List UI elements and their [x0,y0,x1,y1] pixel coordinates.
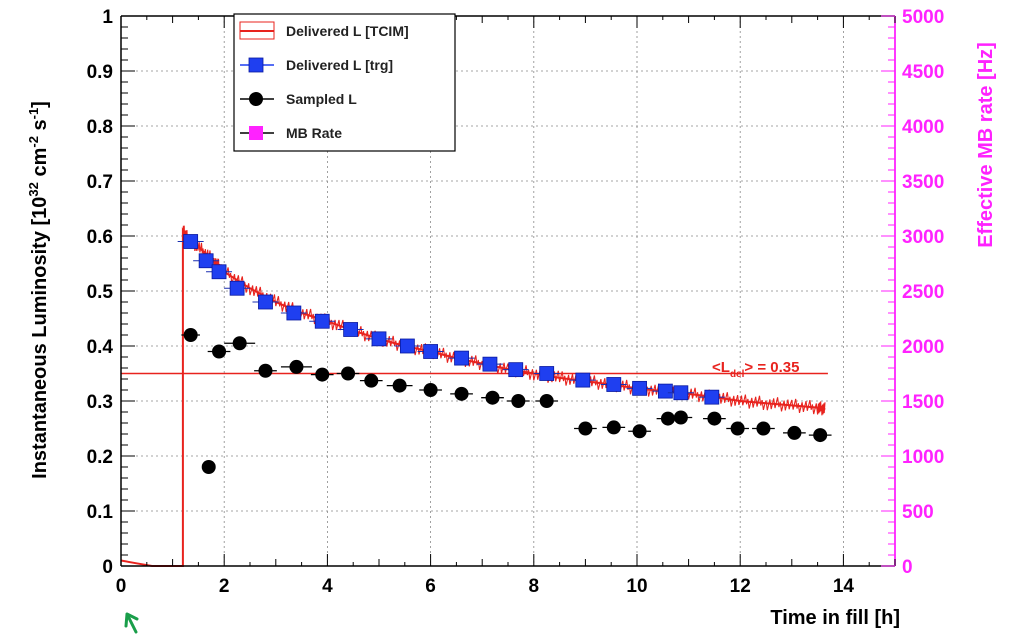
sampled-point [289,360,303,374]
y-tick-label: 0.9 [87,62,113,83]
legend-marker-sampled [249,92,263,106]
sampled-point [184,328,198,342]
y2-tick-label: 4000 [902,117,944,138]
tcim-noise [183,226,825,416]
pointer-arrow-icon [126,614,137,632]
trg-point [658,384,672,398]
trg-point [184,235,198,249]
x-tick-label: 0 [116,576,127,597]
y2-tick-label: 1500 [902,392,944,413]
sampled-point [633,424,647,438]
y2-tick-label: 5000 [902,7,944,28]
y-tick-label: 0 [102,557,113,578]
sampled-point [202,460,216,474]
trg-point [509,363,523,377]
y-tick-label: 0.4 [87,337,114,358]
trg-point [400,339,414,353]
sampled-point [540,394,554,408]
trg-point [540,367,554,381]
y-axis-title: Instantaneous Luminosity [1032 cm-2 s-1] [26,101,51,479]
sampled-point [707,412,721,426]
x-tick-label: 6 [425,576,436,597]
trg-point [344,323,358,337]
y-tick-label: 0.6 [87,227,113,248]
y-tick-label: 0.8 [87,117,113,138]
trg-point [633,381,647,395]
legend-label-mb: MB Rate [286,125,342,141]
sampled-point [674,411,688,425]
sampled-point [258,364,272,378]
y-tick-label: 0.2 [87,447,113,468]
sampled-point [341,367,355,381]
y2-tick-label: 500 [902,502,934,523]
x-tick-label: 10 [626,576,647,597]
trg-point [199,254,213,268]
sampled-point [364,374,378,388]
y2-tick-label: 1000 [902,447,944,468]
y2-tick-label: 2500 [902,282,944,303]
sampled-point [511,394,525,408]
y-tick-label: 0.1 [87,502,114,523]
x-tick-label: 12 [730,576,751,597]
sampled-point [813,428,827,442]
trg-point [705,390,719,404]
sampled-point [424,383,438,397]
sampled-point [578,422,592,436]
legend-marker-mb [249,126,263,140]
sampled-point [787,426,801,440]
legend-label-trg: Delivered L [trg] [286,57,393,73]
sampled-point [661,412,675,426]
sampled-point [212,345,226,359]
y2-tick-label: 2000 [902,337,944,358]
trg-point [674,386,688,400]
y-tick-label: 0.5 [87,282,114,303]
x-tick-label: 14 [833,576,855,597]
average-luminosity-annotation: <Ldel> = 0.35 [712,359,799,380]
legend-label-sampled: Sampled L [286,91,357,107]
ticks: 0 2 4 6 8 10 12 1400.10.20.30.40.50.60.70.80.91… [87,7,945,597]
trg-point [576,373,590,387]
trg-point [455,351,469,365]
legend-marker-trg [249,58,263,72]
sampled-point [393,379,407,393]
y-tick-label: 0.3 [87,392,113,413]
trg-point [315,314,329,328]
trg-point [483,357,497,371]
y-tick-label: 0.7 [87,172,113,193]
x-tick-label: 2 [219,576,230,597]
trg-point [424,345,438,359]
y2-tick-label: 4500 [902,62,944,83]
series-delivered-tcim [121,226,825,566]
x-tick-label: 4 [322,576,333,597]
trg-point [230,281,244,295]
sampled-point [607,420,621,434]
legend-label-tcim: Delivered L [TCIM] [286,23,409,39]
y2-tick-label: 3500 [902,172,944,193]
trg-point [287,306,301,320]
trg-point [212,265,226,279]
trg-point [607,378,621,392]
x-axis-title: Time in fill [h] [770,607,900,629]
y2-tick-label: 0 [902,557,913,578]
sampled-point [731,422,745,436]
trg-point [258,295,272,309]
y2-tick-label: 3000 [902,227,944,248]
sampled-point [756,422,770,436]
series-delivered-trg [178,235,725,405]
y2-axis-title: Effective MB rate [Hz] [975,42,997,248]
sampled-point [233,336,247,350]
sampled-point [486,391,500,405]
legend: Delivered L [TCIM] Delivered L [trg] Sam… [234,14,455,151]
x-tick-label: 8 [529,576,540,597]
trg-point [372,332,386,346]
sampled-point [315,368,329,382]
sampled-point [455,387,469,401]
y-tick-label: 1 [102,7,113,28]
